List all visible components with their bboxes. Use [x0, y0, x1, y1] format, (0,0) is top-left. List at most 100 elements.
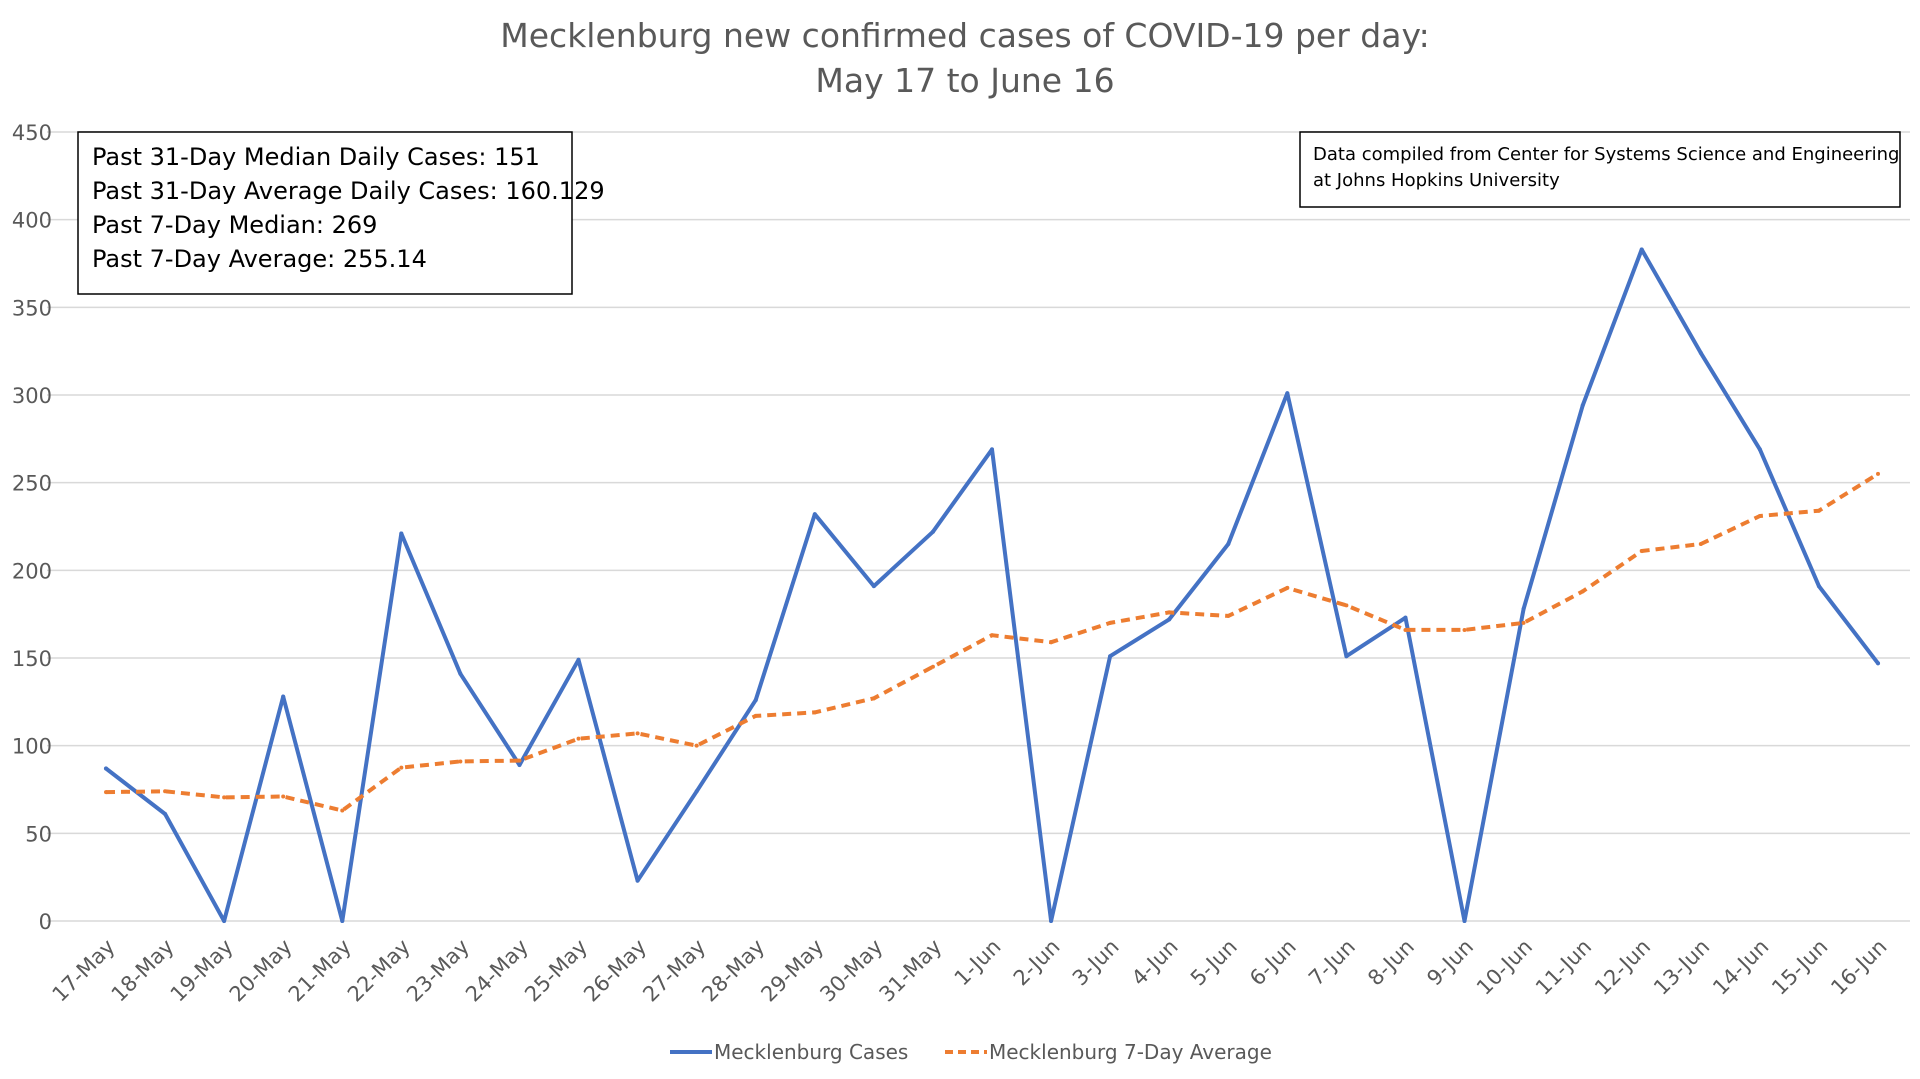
data-point-cases	[1816, 584, 1821, 589]
data-point-cases	[1521, 606, 1526, 611]
legend-label-cases: Mecklenburg Cases	[714, 1040, 908, 1064]
y-tick-label: 50	[25, 822, 52, 846]
data-point-average	[990, 633, 994, 638]
x-tick-label: 24-May	[461, 935, 533, 1007]
data-point-average	[163, 789, 168, 794]
y-tick-label: 250	[12, 472, 52, 496]
data-point-average	[1285, 585, 1290, 590]
data-point-cases	[163, 812, 168, 817]
x-tick-label: 26-May	[579, 935, 651, 1007]
x-tick-label: 23-May	[402, 935, 474, 1007]
x-tick-label: 17-May	[48, 935, 120, 1007]
legend-label-average: Mecklenburg 7-Day Average	[989, 1040, 1272, 1064]
source-box-border	[1299, 131, 1901, 208]
x-tick-label: 9-Jun	[1422, 935, 1478, 991]
data-point-average	[281, 794, 286, 799]
x-tick-label: 16-Jun	[1826, 935, 1891, 1000]
data-point-cases	[1403, 615, 1408, 620]
x-tick-label: 29-May	[756, 935, 828, 1007]
data-point-cases	[635, 878, 640, 883]
data-point-average	[458, 759, 463, 764]
x-tick-label: 20-May	[225, 935, 297, 1007]
data-point-average	[1698, 542, 1703, 547]
x-tick-label: 3-Jun	[1068, 935, 1124, 991]
x-tick-label: 12-Jun	[1590, 935, 1655, 1000]
x-tick-label: 7-Jun	[1304, 935, 1360, 991]
data-point-average	[1108, 620, 1113, 625]
x-tick-label: 11-Jun	[1531, 935, 1596, 1000]
data-point-cases	[1226, 542, 1231, 547]
source-line-2: at Johns Hopkins University	[1313, 170, 1560, 191]
data-point-cases	[694, 789, 699, 794]
data-point-cases	[340, 919, 345, 923]
stats-line-4: Past 7-Day Average: 255.14	[92, 245, 427, 273]
data-point-cases	[222, 919, 227, 923]
x-tick-label: 22-May	[343, 935, 415, 1007]
data-point-average	[222, 795, 227, 800]
series-layer	[104, 247, 1880, 923]
chart-title: Mecklenburg new confirmed cases of COVID…	[500, 16, 1429, 55]
stats-box-border	[77, 131, 573, 295]
x-tick-label: 31-May	[875, 935, 947, 1007]
data-point-cases	[1580, 403, 1585, 408]
chart-subtitle: May 17 to June 16	[815, 61, 1114, 100]
data-point-average	[576, 736, 581, 741]
y-tick-label: 200	[12, 559, 52, 583]
x-tick-label: 21-May	[284, 935, 356, 1007]
source-annotation-box: Data compiled from Center for Systems Sc…	[1299, 131, 1901, 208]
data-point-cases	[753, 698, 758, 703]
data-point-cases	[281, 694, 286, 699]
data-point-average	[1462, 627, 1467, 632]
x-tick-label: 13-Jun	[1649, 935, 1714, 1000]
x-axis-ticks: 17-May18-May19-May20-May21-May22-May23-M…	[48, 935, 1892, 1007]
stats-line-2: Past 31-Day Average Daily Cases: 160.129	[92, 177, 605, 205]
data-point-cases	[576, 657, 581, 662]
data-point-cases	[517, 762, 522, 767]
x-tick-label: 2-Jun	[1009, 935, 1065, 991]
data-point-cases	[104, 766, 108, 771]
data-point-average	[1757, 513, 1762, 518]
data-point-average	[1639, 549, 1644, 554]
data-point-average	[635, 731, 640, 736]
data-point-cases	[1344, 654, 1349, 659]
data-point-cases	[1757, 447, 1762, 452]
data-point-average	[1167, 610, 1172, 615]
series-line-7day-average	[105, 472, 1880, 813]
x-tick-label: 15-Jun	[1767, 935, 1832, 1000]
data-point-average	[1403, 627, 1408, 632]
data-point-cases	[990, 447, 994, 452]
x-tick-label: 30-May	[815, 935, 887, 1007]
x-tick-label: 5-Jun	[1186, 935, 1242, 991]
y-axis-ticks: 0 50 100 150 200 250 300 350 400 450	[12, 121, 52, 934]
data-point-cases	[930, 529, 935, 534]
data-point-average	[517, 758, 522, 763]
y-tick-label: 150	[12, 647, 52, 671]
data-point-cases	[1285, 391, 1290, 396]
y-tick-label: 100	[12, 735, 52, 759]
stats-line-1: Past 31-Day Median Daily Cases: 151	[92, 143, 540, 171]
data-point-cases	[1049, 919, 1054, 923]
y-tick-label: 350	[12, 296, 52, 320]
data-point-average	[1876, 471, 1880, 476]
data-point-average	[753, 713, 758, 718]
data-point-average	[930, 664, 935, 669]
data-point-average	[399, 765, 404, 770]
y-tick-label: 0	[39, 910, 52, 934]
data-point-cases	[458, 671, 463, 676]
data-point-average	[1049, 640, 1054, 645]
data-point-cases	[871, 584, 876, 589]
data-point-average	[1816, 508, 1821, 513]
x-tick-label: 4-Jun	[1127, 935, 1183, 991]
stats-line-3: Past 7-Day Median: 269	[92, 211, 377, 239]
data-point-cases	[1167, 617, 1172, 622]
x-tick-label: 25-May	[520, 935, 592, 1007]
data-point-cases	[1876, 661, 1880, 666]
data-point-average	[340, 808, 345, 813]
data-point-cases	[1108, 654, 1113, 659]
x-tick-label: 18-May	[107, 935, 179, 1007]
x-tick-label: 10-Jun	[1472, 935, 1537, 1000]
data-point-average	[871, 696, 876, 701]
stats-annotation-box: Past 31-Day Median Daily Cases: 151 Past…	[77, 131, 605, 295]
y-tick-label: 450	[12, 121, 52, 145]
data-point-cases	[1462, 919, 1467, 923]
